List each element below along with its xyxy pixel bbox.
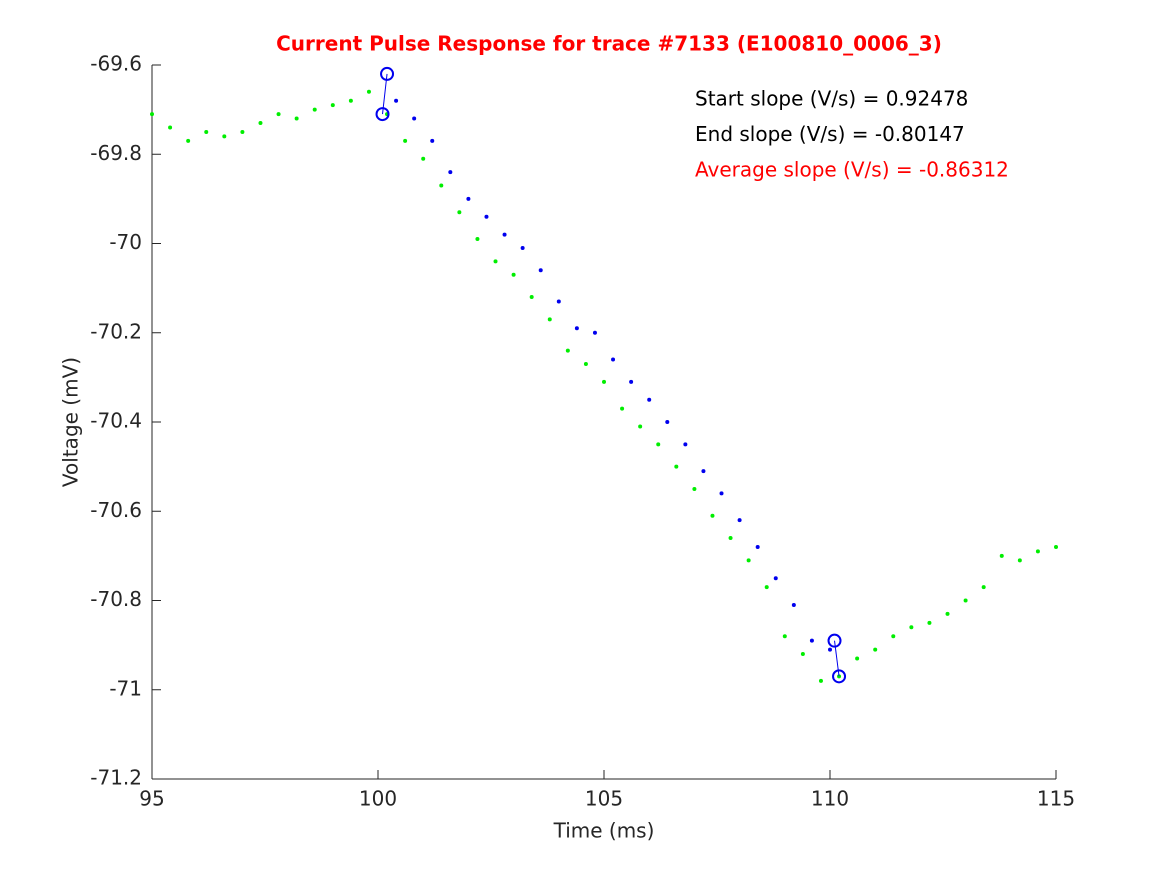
annotation: Start slope (V/s) = 0.92478 (695, 87, 968, 111)
data-point (258, 121, 263, 126)
data-point (421, 156, 426, 161)
data-point (312, 107, 317, 112)
x-axis-label: Time (ms) (553, 819, 655, 843)
data-point (556, 299, 561, 304)
y-tick-label: -71 (109, 676, 142, 700)
data-point (701, 469, 706, 474)
data-point (728, 536, 733, 541)
data-point (927, 620, 932, 625)
data-point (828, 647, 832, 652)
circle-marker (832, 669, 847, 684)
data-point (430, 138, 435, 143)
data-point (909, 625, 914, 630)
x-tick-label: 105 (585, 787, 623, 811)
data-point (583, 361, 588, 366)
data-point (764, 585, 769, 590)
data-point (457, 210, 462, 215)
data-point (592, 330, 597, 335)
data-point (611, 357, 616, 362)
data-point (240, 129, 245, 134)
data-point (330, 103, 335, 108)
x-tick-label: 110 (811, 787, 849, 811)
data-point (891, 634, 896, 639)
data-point (737, 518, 742, 523)
data-point (665, 420, 670, 424)
y-tick-label: -70 (109, 230, 142, 254)
data-point (791, 602, 796, 607)
data-point (394, 98, 399, 103)
data-point (773, 576, 778, 581)
chart-title: Current Pulse Response for trace #7133 (… (276, 32, 942, 56)
data-point (1035, 549, 1040, 554)
data-point (475, 237, 480, 242)
y-tick-label: -70.4 (90, 409, 142, 433)
circle-marker (827, 633, 842, 648)
data-point (746, 558, 751, 563)
data-point (638, 424, 643, 429)
y-axis-label: Voltage (mV) (59, 357, 83, 487)
data-point (150, 112, 154, 117)
data-point (276, 112, 281, 117)
data-point (629, 379, 634, 384)
data-point (222, 134, 227, 139)
annotation: End slope (V/s) = -0.80147 (695, 122, 965, 146)
data-point (439, 183, 444, 188)
x-tick-label: 115 (1037, 787, 1075, 811)
data-point (204, 129, 209, 134)
data-point (529, 295, 534, 300)
y-tick-label: -70.6 (90, 498, 142, 522)
data-point (511, 272, 516, 277)
data-point (168, 125, 173, 130)
circle-marker (375, 107, 390, 122)
data-point (855, 656, 860, 661)
data-point (945, 611, 950, 616)
data-point (647, 397, 652, 402)
x-tick-label: 95 (139, 787, 164, 811)
data-point (809, 638, 814, 643)
data-point (574, 326, 579, 331)
data-point (602, 379, 606, 384)
y-tick-label: -69.6 (90, 52, 142, 76)
data-point (466, 196, 471, 201)
data-point (692, 486, 697, 491)
data-point (981, 585, 986, 590)
data-point (782, 634, 787, 639)
data-point (448, 170, 453, 175)
data-point (484, 214, 489, 219)
data-point (683, 442, 688, 447)
data-point (800, 652, 805, 657)
data-point (493, 259, 498, 264)
data-point (873, 647, 878, 652)
circle-marker (380, 66, 395, 81)
data-point (520, 245, 525, 250)
data-point (502, 232, 507, 237)
data-point (719, 491, 724, 496)
data-point (710, 513, 715, 518)
annotation: Average slope (V/s) = -0.86312 (695, 158, 1009, 182)
data-point (547, 317, 552, 322)
data-point (294, 116, 299, 121)
data-point (1054, 544, 1058, 549)
data-point (1017, 558, 1022, 563)
data-point (366, 89, 371, 94)
y-tick-label: -69.8 (90, 141, 142, 165)
data-point (818, 678, 823, 683)
data-point (538, 268, 543, 273)
x-tick-label: 100 (359, 787, 397, 811)
y-tick-label: -71.2 (90, 766, 142, 790)
data-point (674, 464, 679, 469)
data-point (755, 544, 760, 549)
data-point (963, 598, 968, 603)
data-point (565, 348, 570, 353)
data-point (186, 138, 191, 143)
data-point (656, 442, 661, 447)
data-point (403, 138, 408, 143)
data-point (999, 553, 1004, 558)
data-point (620, 406, 625, 411)
data-point (412, 116, 417, 121)
data-point (348, 98, 353, 103)
y-tick-label: -70.2 (90, 319, 142, 343)
y-tick-label: -70.8 (90, 587, 142, 611)
